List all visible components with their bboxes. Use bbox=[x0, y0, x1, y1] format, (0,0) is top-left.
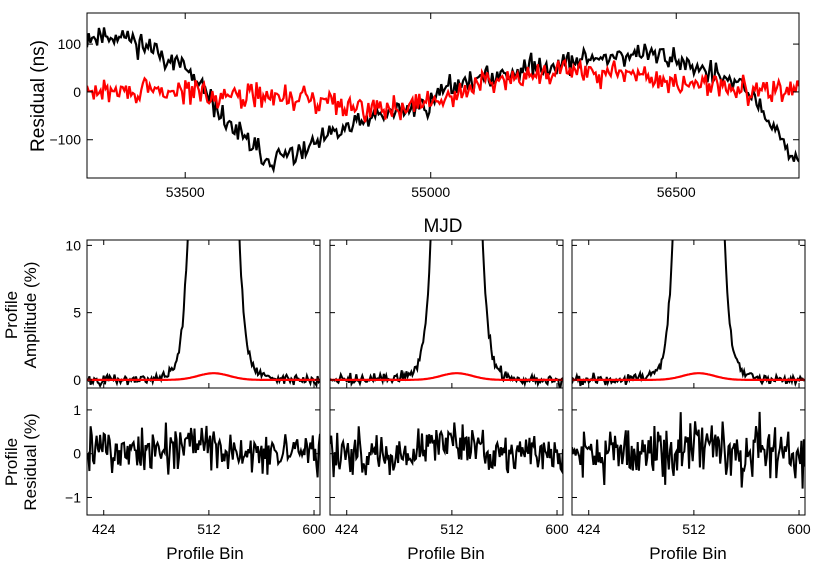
amplitude-y-tick-label: 5 bbox=[73, 305, 81, 321]
profile-model-line bbox=[330, 372, 563, 381]
amplitude-y-label-line1: Profile bbox=[2, 291, 21, 339]
profile-x-tick-label: 424 bbox=[92, 521, 116, 537]
residual-pct-y-label-line2: Residual (%) bbox=[21, 413, 40, 510]
profile-x-label-1: Profile Bin bbox=[166, 544, 243, 563]
profile-panel-1: 424 512 600 0 5 10 −1 0 1 bbox=[65, 237, 326, 537]
profile-panels: 424 512 600 0 5 10 −1 0 1 424 512 600 424 512 600 bbox=[65, 237, 811, 537]
residual-y-tick-label: −100 bbox=[49, 132, 81, 148]
residual-y-tick-label: 0 bbox=[73, 84, 81, 100]
profile-x-label-3: Profile Bin bbox=[649, 544, 726, 563]
residual-x-tick-label: 53500 bbox=[166, 184, 205, 200]
residual-y-tick-label: 100 bbox=[58, 36, 82, 52]
profile-x-tick-label: 424 bbox=[335, 521, 359, 537]
residual-series-group bbox=[87, 27, 799, 174]
amplitude-y-tick-label: 10 bbox=[65, 237, 81, 253]
profile-panel-2: 424 512 600 bbox=[329, 239, 569, 537]
residual-pct-axes-frame bbox=[86, 387, 321, 516]
amplitude-axes-frame bbox=[329, 239, 564, 389]
residual-x-tick-label: 55000 bbox=[411, 184, 450, 200]
residual-series-black bbox=[87, 27, 799, 174]
residual-x-label: MJD bbox=[423, 216, 462, 237]
residual-panel: 53500 55000 56500 −100 0 100 Residual (ns) MJ… bbox=[28, 12, 800, 237]
profile-x-label-2: Profile Bin bbox=[407, 544, 484, 563]
residual-axes-frame bbox=[86, 12, 800, 179]
profile-panel-3: 424 512 600 bbox=[571, 239, 811, 537]
profile-x-tick-label: 600 bbox=[787, 521, 811, 537]
residual-pct-y-tick-label: −1 bbox=[65, 489, 81, 505]
profile-x-tick-label: 600 bbox=[545, 521, 569, 537]
profile-x-tick-label: 424 bbox=[577, 521, 601, 537]
residual-pct-y-tick-label: 1 bbox=[73, 402, 81, 418]
profile-residual-line bbox=[572, 411, 805, 489]
profile-amplitude-line bbox=[87, 240, 320, 388]
residual-y-label: Residual (ns) bbox=[28, 40, 49, 152]
profile-x-tick-label: 512 bbox=[440, 521, 464, 537]
amplitude-y-tick-label: 0 bbox=[73, 372, 81, 388]
residual-pct-axes-frame bbox=[571, 387, 806, 516]
profile-x-tick-label: 512 bbox=[682, 521, 706, 537]
profile-residual-line bbox=[87, 422, 320, 478]
residual-pct-axes-frame bbox=[329, 387, 564, 516]
profile-residual-line bbox=[330, 422, 563, 478]
profile-model-line bbox=[87, 372, 320, 381]
residual-pct-y-tick-label: 0 bbox=[73, 446, 81, 462]
amplitude-y-label-line2: Amplitude (%) bbox=[21, 262, 40, 369]
amplitude-axes-frame bbox=[571, 239, 806, 389]
profile-model-line bbox=[572, 372, 805, 381]
profile-x-tick-label: 512 bbox=[197, 521, 221, 537]
residual-pct-y-label-line1: Profile bbox=[2, 438, 21, 486]
residual-x-tick-label: 56500 bbox=[657, 184, 696, 200]
residual-ticks: 53500 55000 56500 −100 0 100 bbox=[49, 13, 799, 200]
residual-series-red bbox=[87, 58, 799, 123]
profile-x-tick-label: 600 bbox=[302, 521, 326, 537]
amplitude-axes-frame bbox=[86, 239, 321, 389]
